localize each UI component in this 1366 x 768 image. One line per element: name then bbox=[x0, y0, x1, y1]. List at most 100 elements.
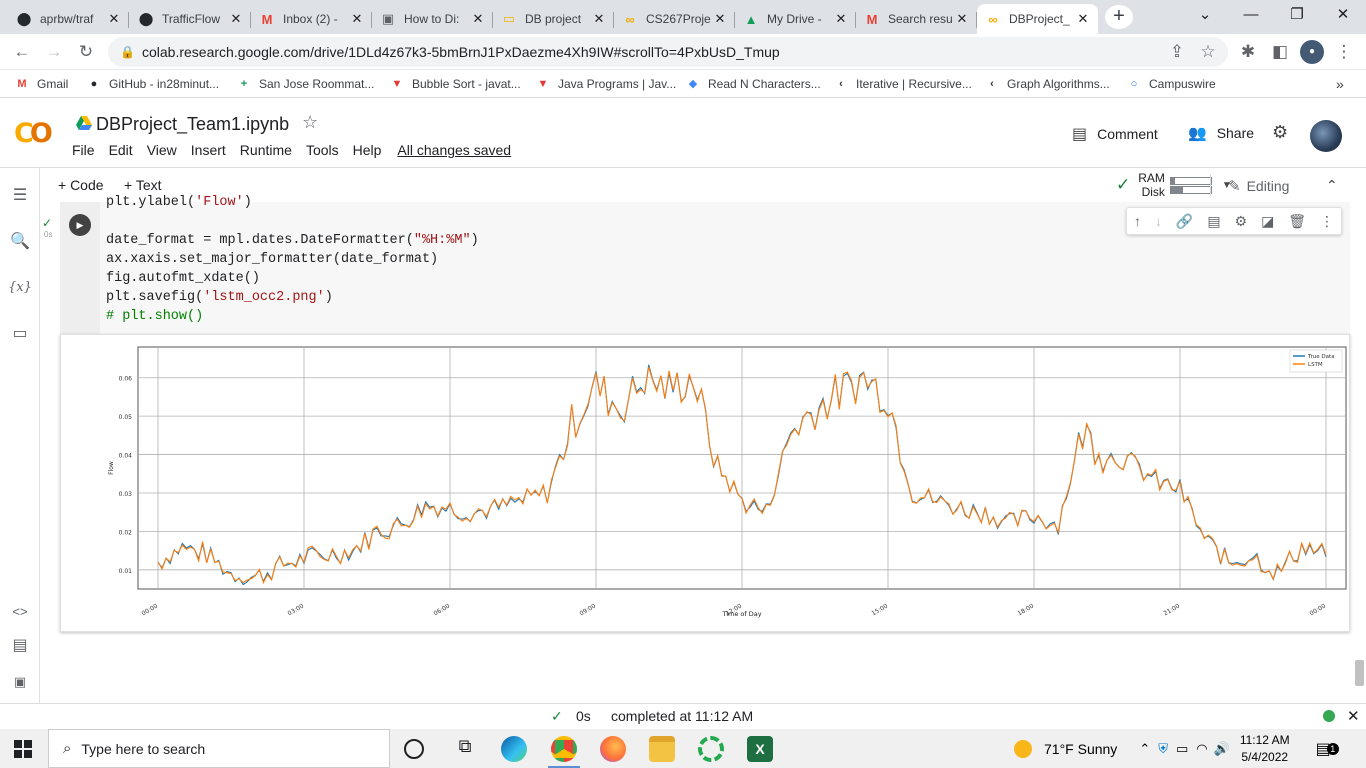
share-button[interactable]: 👥 Share bbox=[1188, 124, 1254, 142]
code-snippets-icon[interactable]: <> bbox=[12, 604, 28, 619]
close-tab-icon[interactable]: ✕ bbox=[593, 11, 605, 26]
files-folder-icon[interactable]: ▭ bbox=[12, 325, 28, 342]
menu-edit[interactable]: Edit bbox=[108, 142, 133, 158]
close-status-icon[interactable]: ✕ bbox=[1347, 708, 1360, 725]
star-notebook-icon[interactable]: ☆ bbox=[302, 112, 319, 132]
resources-indicator[interactable]: ✓ RAM Disk ▼ bbox=[1116, 171, 1232, 199]
bookmark-item[interactable]: ○ Campuswire bbox=[1126, 70, 1216, 98]
save-status-link[interactable]: All changes saved bbox=[397, 142, 512, 158]
show-hidden-icons[interactable]: ⌃ bbox=[1139, 740, 1151, 756]
back-button[interactable]: ← bbox=[13, 42, 31, 61]
bookmark-item[interactable]: ‹ Graph Algorithms... bbox=[984, 70, 1110, 98]
cell-settings-icon[interactable]: ⚙ bbox=[1234, 212, 1248, 229]
editing-mode-button[interactable]: ✎ Editing bbox=[1228, 177, 1289, 195]
app-icon[interactable] bbox=[698, 736, 724, 762]
comment-cell-icon[interactable]: ▤ bbox=[1207, 212, 1221, 229]
profile-avatar[interactable]: ● bbox=[1300, 40, 1324, 64]
restore-button[interactable]: ❐ bbox=[1290, 6, 1304, 23]
more-bookmarks-icon[interactable]: » bbox=[1336, 76, 1344, 92]
add-text-button[interactable]: + Text bbox=[124, 177, 162, 193]
link-icon[interactable]: 🔗 bbox=[1175, 212, 1194, 229]
clock[interactable]: 11:12 AM 5/4/2022 bbox=[1240, 732, 1290, 766]
tab-active[interactable]: ∞ DBProject_ ✕ bbox=[977, 4, 1098, 34]
wifi-icon[interactable]: ◠ bbox=[1196, 740, 1208, 756]
security-shield-icon[interactable]: ⛨ bbox=[1158, 740, 1168, 756]
menu-file[interactable]: File bbox=[72, 142, 95, 158]
menu-tools[interactable]: Tools bbox=[305, 142, 339, 158]
extensions-icon[interactable]: ✱ bbox=[1240, 42, 1256, 61]
mirror-cell-icon[interactable]: ◪ bbox=[1261, 212, 1275, 229]
chrome-icon[interactable] bbox=[551, 736, 577, 762]
avatar[interactable] bbox=[1310, 120, 1342, 152]
browser-tab[interactable]: M Search resu ✕ bbox=[856, 4, 977, 34]
file-explorer-icon[interactable] bbox=[649, 736, 675, 762]
browser-tab[interactable]: ⬤ TrafficFlow ✕ bbox=[130, 4, 251, 34]
move-down-icon[interactable]: ↓ bbox=[1154, 213, 1162, 229]
run-cell-button[interactable]: ▶ bbox=[69, 214, 91, 236]
close-tab-icon[interactable]: ✕ bbox=[1077, 11, 1089, 26]
browser-tab[interactable]: ∞ CS267Proje ✕ bbox=[614, 4, 735, 34]
tab-search-icon[interactable]: ⌄ bbox=[1198, 6, 1212, 23]
notebook-title[interactable]: DBProject_Team1.ipynb bbox=[96, 114, 290, 134]
share-page-icon[interactable]: ⇪ bbox=[1169, 42, 1185, 61]
search-icon[interactable]: 🔍 bbox=[10, 233, 30, 250]
browser-tab[interactable]: M Inbox (2) - ✕ bbox=[251, 4, 372, 34]
excel-icon[interactable]: X bbox=[747, 736, 773, 762]
close-tab-icon[interactable]: ✕ bbox=[714, 11, 726, 26]
delete-cell-icon[interactable]: 🗑 bbox=[1288, 212, 1307, 229]
variables-icon[interactable]: {x} bbox=[8, 280, 32, 295]
close-tab-icon[interactable]: ✕ bbox=[472, 11, 484, 26]
battery-icon[interactable]: ▭ bbox=[1175, 740, 1189, 756]
scrollbar-thumb[interactable] bbox=[1355, 660, 1364, 686]
taskbar-search-box[interactable]: ⌕ Type here to search bbox=[48, 729, 390, 768]
colab-logo[interactable]: CO bbox=[14, 118, 53, 149]
collapse-header-icon[interactable]: ⌃ bbox=[1326, 177, 1338, 193]
settings-gear-icon[interactable]: ⚙ bbox=[1272, 122, 1289, 142]
edge-icon[interactable] bbox=[501, 736, 527, 762]
terminal-icon[interactable]: ▣ bbox=[13, 674, 27, 689]
bookmark-item[interactable]: ● GitHub - in28minut... bbox=[86, 70, 219, 98]
bookmark-item[interactable]: ▼ Bubble Sort - javat... bbox=[389, 70, 521, 98]
browser-tab[interactable]: ▲ My Drive - ✕ bbox=[735, 4, 856, 34]
browser-tab[interactable]: ⬤ aprbw/traf ✕ bbox=[8, 4, 129, 34]
forward-button[interactable]: → bbox=[45, 42, 63, 61]
volume-icon[interactable]: 🔊 bbox=[1213, 740, 1230, 756]
reload-button[interactable]: ↻ bbox=[78, 42, 94, 61]
cortana-icon[interactable] bbox=[404, 739, 424, 759]
notification-center-icon[interactable]: ▤ 1 bbox=[1316, 739, 1339, 759]
code-editor[interactable]: plt.ylabel('Flow') date_format = mpl.dat… bbox=[106, 195, 479, 326]
command-palette-icon[interactable]: ▤ bbox=[12, 637, 28, 654]
bookmark-star-icon[interactable]: ☆ bbox=[1200, 42, 1216, 61]
firefox-icon[interactable] bbox=[600, 736, 626, 762]
close-tab-icon[interactable]: ✕ bbox=[230, 11, 242, 26]
windows-start-icon[interactable] bbox=[14, 740, 32, 758]
table-of-contents-icon[interactable]: ☰ bbox=[12, 187, 28, 204]
task-view-icon[interactable]: ⧉ bbox=[458, 736, 472, 756]
close-tab-icon[interactable]: ✕ bbox=[108, 11, 120, 26]
menu-view[interactable]: View bbox=[146, 142, 177, 158]
close-tab-icon[interactable]: ✕ bbox=[835, 11, 847, 26]
browser-menu-icon[interactable]: ⋮ bbox=[1335, 42, 1353, 61]
bookmark-item[interactable]: ▼ Java Programs | Jav... bbox=[535, 70, 677, 98]
new-tab-button[interactable]: + bbox=[1105, 5, 1133, 29]
minimize-button[interactable]: — bbox=[1243, 6, 1259, 23]
resources-dropdown-icon[interactable]: ▼ bbox=[1221, 179, 1232, 191]
side-panel-icon[interactable]: ◧ bbox=[1271, 42, 1289, 61]
bookmark-item[interactable]: + San Jose Roommat... bbox=[236, 70, 375, 98]
menu-help[interactable]: Help bbox=[352, 142, 382, 158]
bookmark-item[interactable]: M Gmail bbox=[14, 70, 68, 98]
status-text[interactable]: completed at 11:12 AM bbox=[611, 708, 754, 724]
move-up-icon[interactable]: ↑ bbox=[1133, 213, 1141, 229]
bookmark-item[interactable]: ◆ Read N Characters... bbox=[685, 70, 821, 98]
menu-runtime[interactable]: Runtime bbox=[239, 142, 292, 158]
menu-insert[interactable]: Insert bbox=[190, 142, 226, 158]
browser-tab[interactable]: ▭ DB project ✕ bbox=[493, 4, 614, 34]
code-cell[interactable]: ▶ plt.ylabel('Flow') date_format = mpl.d… bbox=[60, 195, 1350, 334]
close-tab-icon[interactable]: ✕ bbox=[351, 11, 363, 26]
comment-button[interactable]: ▤ Comment bbox=[1072, 124, 1158, 144]
bookmark-item[interactable]: ‹ Iterative | Recursive... bbox=[833, 70, 972, 98]
url-bar[interactable]: 🔒 colab.research.google.com/drive/1DLd4z… bbox=[108, 37, 1228, 67]
weather-text[interactable]: 71°F Sunny bbox=[1044, 740, 1118, 757]
close-window-button[interactable]: ✕ bbox=[1336, 6, 1350, 23]
more-actions-icon[interactable]: ⋮ bbox=[1320, 212, 1335, 229]
